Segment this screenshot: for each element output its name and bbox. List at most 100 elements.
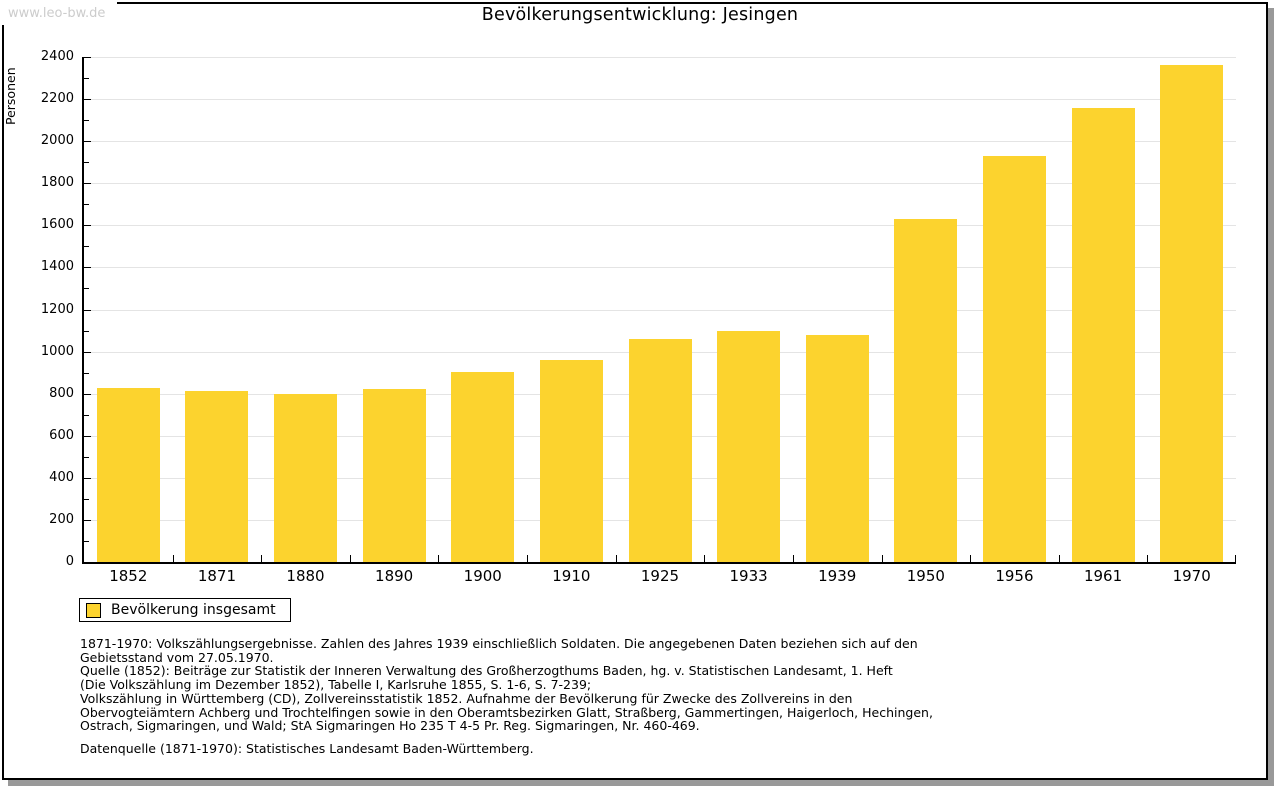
x-tick [350,555,351,562]
footer-line: 1871-1970: Volkszählungsergebnisse. Zahl… [80,636,918,651]
plot-area: 0 200 400 600 800 1000 1200 1400 1600 1800 2000 220… [41,50,1236,585]
y-tick-label: 1600 [40,217,74,233]
y-tick-label: 200 [49,511,74,527]
x-tick-label: 1900 [463,567,502,585]
gridline [84,183,1236,185]
y-major-tick [84,309,91,311]
x-tick-label: 1961 [1083,567,1123,585]
x-tick [173,555,174,562]
y-major-tick [84,393,91,395]
y-axis-title: Personen [3,67,18,125]
legend-label: Bevölkerung insgesamt [111,602,276,618]
y-major-tick [84,141,91,143]
bar-1970 [1160,65,1224,562]
y-tick-label: 1800 [40,175,74,191]
gridline [84,309,1236,311]
bar-1880 [274,393,338,562]
x-tick [704,555,705,562]
x-tick-label: 1890 [375,567,414,585]
x-tick-label: 1933 [729,567,768,585]
x-tick [793,555,794,562]
bar-1852 [96,388,160,562]
gridline [84,99,1236,101]
y-major-tick [84,519,91,521]
bar-1956 [982,155,1046,562]
bar-1910 [539,360,603,562]
x-tick [438,555,439,562]
footer-line: Ostrach, Sigmaringen, und Wald; StA Sigm… [80,718,700,734]
y-tick-label: 0 [65,554,74,569]
bar-1961 [1071,107,1135,562]
legend: Bevölkerung insgesamt [79,598,291,622]
y-tick-label: 1000 [40,343,74,359]
bar-1925 [628,338,692,562]
x-tick-label: 1939 [818,567,857,585]
y-tick-label: 600 [49,427,74,443]
y-major-tick [84,99,91,101]
y-major-tick [84,351,91,353]
y-minor-tick [84,498,89,500]
y-minor-tick [84,456,89,458]
x-tick-label: 1852 [109,567,148,585]
bar-1890 [362,389,426,562]
legend-swatch-icon [86,602,101,618]
y-major-tick [84,267,91,269]
y-minor-tick [84,78,89,80]
y-major-tick [84,435,91,437]
x-tick [1235,555,1236,562]
gridline [84,225,1236,227]
y-tick-label: 400 [49,469,74,485]
gridline [84,141,1236,143]
footer-line: (Die Volkszählung im Dezember 1852), Tab… [80,677,592,693]
gridline [84,267,1236,269]
footer-line: Quelle (1852): Beiträge zur Statistik de… [80,663,893,679]
y-minor-tick [84,162,89,164]
x-tick-label: 1910 [552,567,591,585]
y-minor-tick [84,246,89,248]
y-minor-tick [84,372,89,374]
footer-line: Volkszählung in Württemberg (CD), Zollve… [80,690,853,706]
y-tick-label: 2400 [40,49,74,64]
footer-line: Obervogteiämtern Achberg und Trochtelfin… [80,704,933,720]
bar-1939 [805,334,869,562]
y-minor-tick [84,120,89,122]
gridline [84,57,1236,58]
x-tick [261,555,262,562]
bar-1900 [451,371,515,562]
y-minor-tick [84,414,89,416]
x-tick [616,555,617,562]
y-minor-tick [84,204,89,206]
footer-line: Gebietsstand vom 27.05.1970. [80,649,274,665]
x-tick-label: 1956 [995,567,1034,585]
y-tick-label: 1200 [40,301,74,317]
footer-notes: 1871-1970: Volkszählungsergebnisse. Zahl… [80,637,933,733]
y-tick-label: 1400 [40,259,74,275]
y-major-tick [84,183,91,185]
x-tick [527,555,528,562]
y-minor-tick [84,330,89,332]
y-tick-label: 2000 [40,133,74,149]
y-tick-label: 800 [49,385,74,401]
x-tick [882,555,883,562]
x-tick [970,555,971,562]
x-tick-label: 1970 [1172,567,1211,585]
x-tick-label: 1950 [906,567,945,585]
page-title: Bevölkerungsentwicklung: Jesingen [481,5,799,25]
datasource-line: Datenquelle (1871-1970): Statistisches L… [80,741,534,756]
y-major-tick [84,225,91,227]
x-tick-label: 1925 [640,567,680,585]
y-minor-tick [84,288,89,290]
x-tick [1147,555,1148,562]
bar-1933 [717,330,781,562]
x-tick-label: 1880 [286,567,325,585]
y-tick-label: 2200 [40,91,74,107]
watermark: www.leo-bw.de [0,0,118,25]
x-tick-label: 1871 [197,567,236,585]
y-major-tick [84,57,91,58]
bar-1950 [894,219,958,562]
y-major-tick [84,477,91,479]
bar-1871 [185,390,249,562]
y-minor-tick [84,540,89,542]
x-tick [1059,555,1060,562]
